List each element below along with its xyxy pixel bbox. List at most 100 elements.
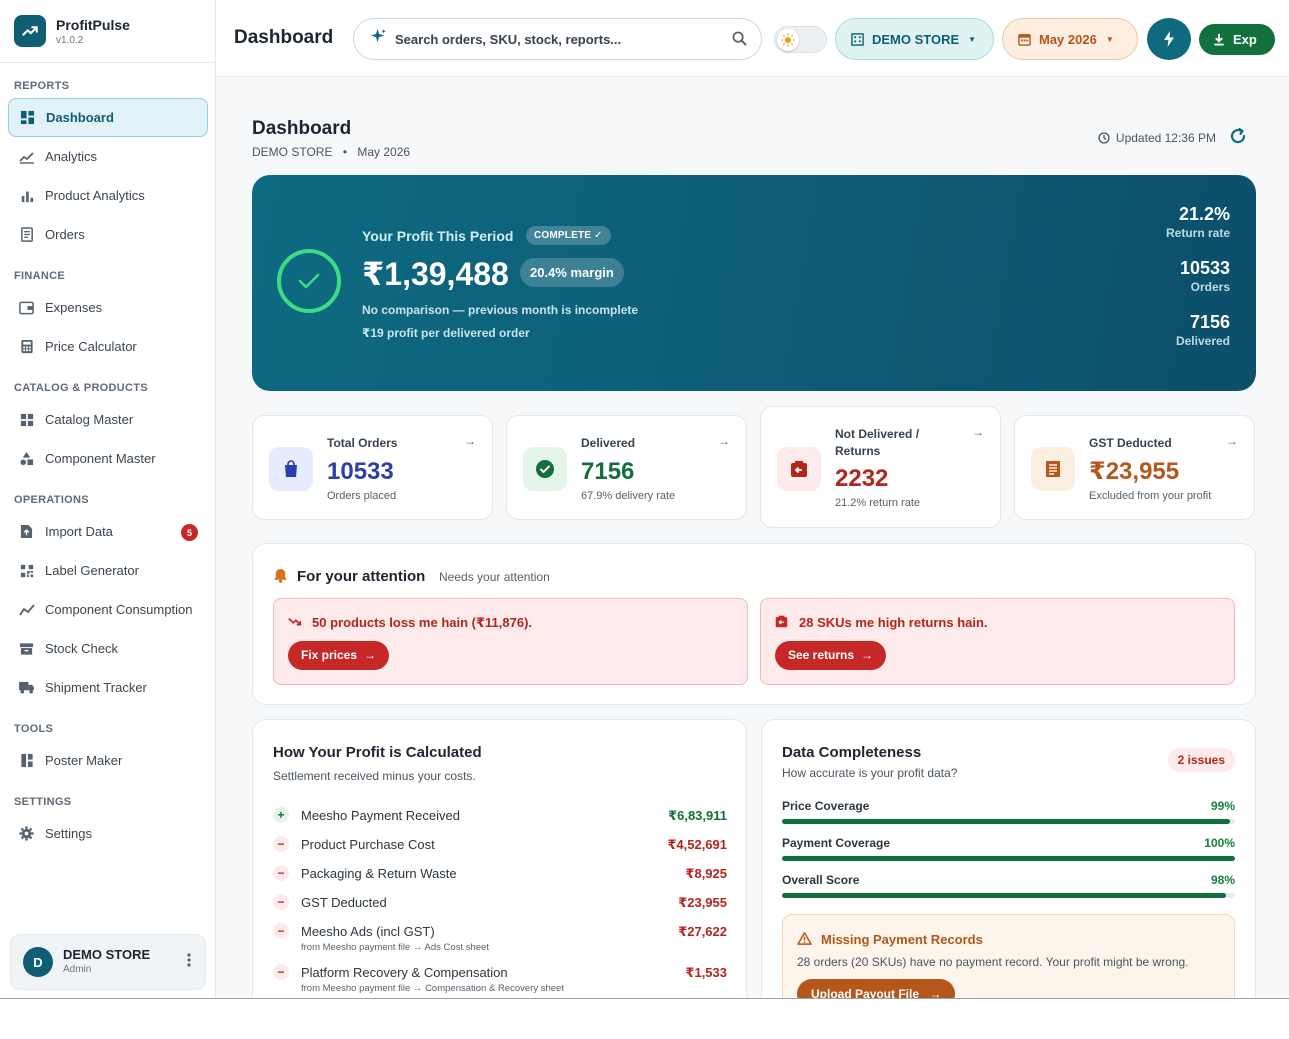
attention-card: For your attention Needs your attention …	[252, 543, 1256, 705]
sidebar-item-analytics[interactable]: Analytics	[8, 137, 208, 176]
search-input[interactable]	[395, 31, 715, 47]
fix-prices-button[interactable]: Fix prices →	[288, 641, 390, 670]
sidebar-item-import-data[interactable]: Import Data 5	[8, 512, 208, 551]
attention-title: For your attention	[297, 568, 426, 585]
sidebar-item-catalog-master[interactable]: Catalog Master	[8, 400, 208, 439]
sidebar-item-label: Dashboard	[46, 110, 114, 125]
user-role: Admin	[63, 964, 92, 975]
profit-label: Your Profit This Period	[362, 228, 514, 244]
kpi-value: 7156	[581, 458, 635, 485]
building-icon	[851, 32, 864, 46]
kpi-label: Total Orders	[327, 436, 398, 450]
stat-value: 10533	[1179, 258, 1230, 278]
issues-badge[interactable]: 2 issues	[1167, 748, 1235, 772]
check-circle-icon	[523, 447, 567, 491]
sidebar-item-label-generator[interactable]: Label Generator	[8, 551, 208, 590]
progress-track	[782, 893, 1235, 898]
app-window: ProfitPulse v1.0.2 REPORTS Dashboard Ana…	[0, 0, 1289, 999]
truck-icon	[18, 679, 35, 696]
kpi-label: GST Deducted	[1089, 436, 1172, 450]
brand[interactable]: ProfitPulse v1.0.2	[14, 15, 130, 47]
calc-value: ₹1,533	[685, 965, 727, 980]
refresh-icon[interactable]	[1229, 127, 1247, 150]
kpi-card-delivered[interactable]: Delivered → 7156 67.9% delivery rate	[506, 415, 747, 520]
data-completeness-card: Data Completeness How accurate is your p…	[761, 719, 1256, 998]
nav-section-title: CATALOG & PRODUCTS	[14, 382, 148, 394]
search-icon[interactable]	[732, 31, 747, 51]
arrow-right-icon[interactable]: →	[1226, 434, 1238, 448]
margin-badge: 20.4% margin	[520, 258, 624, 287]
sidebar-item-expenses[interactable]: Expenses	[8, 288, 208, 327]
sidebar-item-label: Product Analytics	[45, 188, 145, 203]
store-selector[interactable]: DEMO STORE ▼	[835, 18, 994, 60]
nav-section-title: FINANCE	[14, 270, 65, 282]
stat-label: Orders	[1190, 280, 1230, 294]
see-returns-button[interactable]: See returns →	[775, 641, 887, 670]
layout-icon	[18, 752, 35, 769]
attention-subtitle: Needs your attention	[439, 570, 550, 584]
sidebar-item-orders[interactable]: Orders	[8, 215, 208, 254]
upload-payout-button[interactable]: Upload Payout File →	[797, 979, 956, 998]
sidebar-nav: REPORTS Dashboard Analytics Product Anal…	[8, 72, 208, 853]
month-label: May 2026	[1039, 31, 1097, 47]
kpi-card-gst[interactable]: GST Deducted → ₹23,955 Excluded from you…	[1014, 415, 1255, 520]
profit-calculation-card: How Your Profit is Calculated Settlement…	[252, 719, 747, 998]
arrow-right-icon[interactable]: →	[718, 434, 730, 448]
export-button[interactable]: Exp	[1199, 24, 1275, 55]
avatar: D	[23, 947, 53, 977]
kpi-card-returns[interactable]: Not Delivered / Returns → 2232 21.2% ret…	[760, 406, 1001, 528]
sidebar-item-shipment-tracker[interactable]: Shipment Tracker	[8, 668, 208, 707]
arrow-right-icon[interactable]: →	[464, 434, 476, 448]
kpi-value: 10533	[327, 458, 394, 485]
calc-label: Product Purchase Cost	[301, 837, 435, 852]
sidebar-item-price-calculator[interactable]: Price Calculator	[8, 327, 208, 366]
search-bar[interactable]	[353, 18, 762, 60]
minus-icon: −	[273, 964, 289, 980]
stat-label: Delivered	[1175, 334, 1230, 348]
sidebar-item-label: Label Generator	[45, 563, 139, 578]
sidebar-item-label: Import Data	[45, 524, 113, 539]
arrow-right-icon: →	[364, 648, 377, 662]
kpi-subtext: 67.9% delivery rate	[581, 490, 676, 502]
bell-icon	[273, 568, 288, 588]
sidebar-item-component-master[interactable]: Component Master	[8, 439, 208, 478]
progress-track	[782, 856, 1235, 861]
page-subtitle: DEMO STORE • May 2026	[252, 145, 410, 159]
sidebar-item-dashboard[interactable]: Dashboard	[8, 98, 208, 137]
kpi-label: Not Delivered / Returns	[835, 427, 920, 458]
sidebar-item-component-consumption[interactable]: Component Consumption	[8, 590, 208, 629]
quick-actions-button[interactable]	[1147, 18, 1191, 60]
sidebar-item-settings[interactable]: Settings	[8, 814, 208, 853]
calc-value: ₹8,925	[685, 866, 727, 881]
nav-section-title: OPERATIONS	[14, 494, 89, 506]
more-vertical-icon[interactable]	[187, 953, 191, 971]
month-selector[interactable]: May 2026 ▼	[1002, 18, 1138, 60]
coverage-value: 98%	[1210, 873, 1235, 887]
page-store: DEMO STORE	[252, 145, 333, 159]
calc-label: Platform Recovery & Compensation	[301, 965, 508, 980]
plus-icon: +	[273, 807, 289, 823]
receipt-icon	[18, 226, 35, 243]
sidebar-item-poster-maker[interactable]: Poster Maker	[8, 741, 208, 780]
arrow-right-icon[interactable]: →	[972, 425, 984, 439]
shapes-icon	[18, 450, 35, 467]
theme-toggle[interactable]	[774, 26, 827, 53]
bar-chart-icon	[18, 187, 35, 204]
sun-icon	[777, 29, 799, 51]
alert-text: 50 products loss me hain (₹11,876).	[312, 615, 533, 630]
user-name: DEMO STORE	[63, 947, 151, 962]
clock-icon	[1098, 132, 1110, 144]
profit-hero-card: Your Profit This Period COMPLETE ✓ ₹1,39…	[252, 175, 1256, 391]
kpi-subtext: 21.2% return rate	[835, 497, 920, 509]
coverage-value: 99%	[1210, 799, 1235, 813]
sidebar-item-product-analytics[interactable]: Product Analytics	[8, 176, 208, 215]
button-label: See returns	[788, 648, 855, 662]
stat-label: Return rate	[1165, 226, 1230, 240]
alert-text: 28 SKUs me high returns hain.	[799, 615, 988, 630]
profit-amount: ₹1,39,488	[362, 256, 509, 292]
sidebar-item-stock-check[interactable]: Stock Check	[8, 629, 208, 668]
chevron-down-icon: ▼	[968, 34, 977, 44]
sidebar-item-label: Price Calculator	[45, 339, 137, 354]
kpi-card-total-orders[interactable]: Total Orders → 10533 Orders placed	[252, 415, 493, 520]
user-card[interactable]: D DEMO STORE Admin	[10, 934, 206, 990]
